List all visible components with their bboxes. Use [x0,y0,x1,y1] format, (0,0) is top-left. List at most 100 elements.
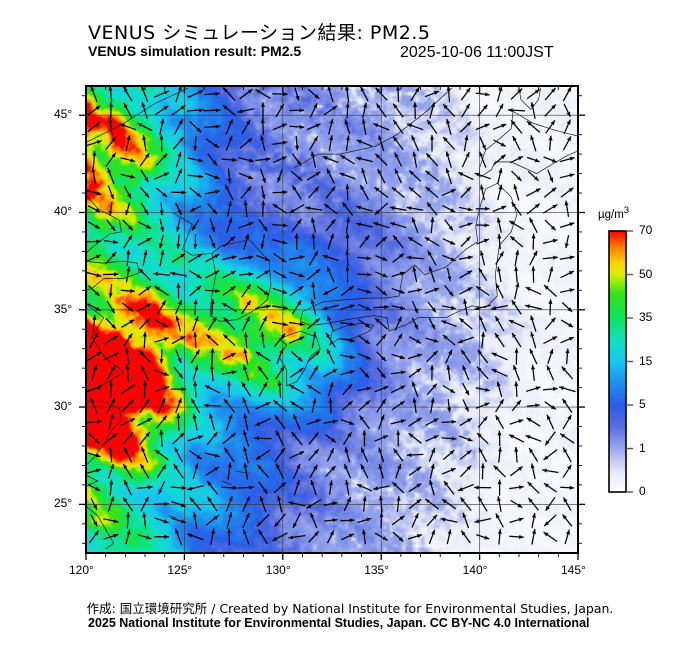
colorbar-tick-label: 15 [639,353,653,368]
wind-arrow-head [400,419,406,424]
wind-arrow-head [508,320,514,324]
wind-arrow-head [327,315,332,321]
wind-arrow-head [393,119,398,125]
wind-arrow-head [310,151,315,157]
wind-arrow-head [484,92,490,97]
wind-arrow-head [246,119,251,125]
wind-arrow-head [160,226,164,232]
wind-arrow-head [276,463,280,469]
wind-arrow-head [493,465,499,471]
wind-arrow-head [399,515,405,521]
wind-arrow-head [332,369,338,373]
wind-arrow-head [514,447,519,452]
coastline-path [300,182,518,332]
wind-arrow-head [531,233,536,239]
wind-arrow-head [569,173,575,178]
wind-arrow-head [248,222,254,226]
wind-arrow-head [427,119,432,125]
wind-arrow-head [430,365,435,370]
wind-arrow-head [193,299,198,304]
wind-arrow-head [189,497,195,503]
wind-arrow-head [391,187,397,192]
wind-arrow-head [175,528,179,534]
wind-arrow-head [482,416,488,422]
wind-arrow-head [430,135,435,140]
wind-arrow-head [342,202,347,208]
coastline-path [221,480,232,486]
wind-arrow-head [544,285,549,290]
wind-arrow-head [92,151,97,156]
wind-arrow-head [125,364,130,369]
wind-arrow-head [491,369,497,374]
colorbar-unit-label: µg/m3 [598,205,629,221]
wind-arrow-head [164,501,170,506]
wind-arrow-head [516,400,521,406]
wind-arrow-head [192,512,197,517]
wind-arrow-head [427,202,432,208]
wind-arrow-head [249,485,254,490]
colorbar-gradient[interactable] [608,230,627,493]
x-axis-tick-label: 140° [462,563,488,577]
wind-arrow-head [348,533,354,538]
wind-arrow-head [396,86,401,91]
wind-arrow-head [447,276,452,281]
wind-arrow-head [375,87,381,93]
wind-arrow-head [349,304,355,309]
coastline-path [172,212,213,256]
wind-arrow-head [96,239,101,244]
wind-arrow-head [562,514,567,520]
wind-arrow-head [195,349,200,355]
x-axis-tick-label: 135° [364,563,390,577]
wind-arrow-head [228,135,233,141]
wind-arrow-head [215,289,220,293]
wind-arrow-head [207,481,212,486]
wind-arrow-head [517,503,523,508]
wind-arrow-head [125,348,130,353]
wind-arrow-head [399,289,405,294]
wind-arrow-head [443,481,449,486]
wind-arrow-head [414,324,418,330]
wind-arrow-head [262,316,267,322]
wind-arrow-head [476,286,481,291]
wind-arrow-head [498,86,503,92]
wind-arrow-head [94,291,100,296]
wind-arrow-head [214,466,220,471]
wind-arrow-head [265,157,271,162]
wind-arrow-head [428,266,433,272]
wind-arrow-head [199,108,204,113]
wind-arrow-head [446,118,450,124]
wind-arrow-head [92,315,97,320]
wind-arrow-head [366,517,372,522]
wind-arrow-head [274,415,280,421]
wind-arrow-head [94,332,99,338]
wind-arrow-head [466,465,472,471]
wind-arrow-head [465,236,471,242]
wind-arrow-head [513,365,517,370]
footer-license-line: 2025 National Institute for Environmenta… [88,616,590,630]
wind-arrow-head [94,438,100,444]
wind-arrow-head [330,465,336,471]
wind-arrow-head [566,529,570,535]
wind-arrow-head [552,158,557,163]
wind-arrow-head [282,289,287,294]
wind-arrow-head [256,455,261,460]
wind-arrow-head [164,386,170,390]
wind-arrow-head [179,432,185,438]
wind-arrow-head [315,171,321,176]
wind-arrow-head [280,366,285,372]
wind-arrow-head [384,305,389,310]
wind-arrow-head [130,158,136,163]
wind-arrow-head [466,187,471,192]
wind-arrow-head [290,401,295,406]
colorbar-tick-label: 70 [639,223,653,237]
wind-arrow-head [552,238,558,243]
wind-arrow-head [112,335,118,340]
wind-arrow-head [312,398,317,404]
wind-arrow-head [125,210,130,216]
wind-arrow-head [227,178,232,184]
wind-arrow-head [542,468,547,473]
wind-arrow-head [192,225,197,231]
wind-arrow-head [295,479,300,485]
